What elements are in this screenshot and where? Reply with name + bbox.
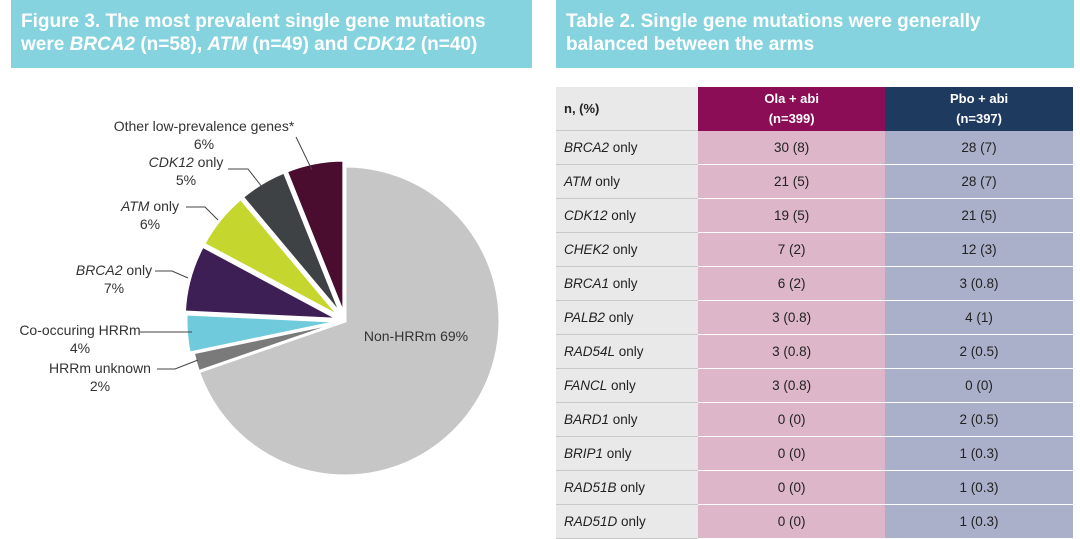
leader-line (186, 206, 219, 221)
ola-abi-cell: 0 (0) (698, 470, 886, 505)
pbo-abi-cell: 0 (0) (885, 368, 1073, 403)
gene-cell: BARD1 only (556, 402, 699, 437)
table-row: BRCA2 only 30 (8) 28 (7) (556, 130, 1073, 165)
header-n-percent: n, (%) (556, 87, 699, 131)
table-row: CDK12 only 19 (5) 21 (5) (556, 198, 1073, 233)
leader-line (295, 136, 313, 171)
pie-chart: Non-HRRm 69% HRRm unknown 2% Co-occuring HR… (19, 118, 502, 478)
gene-cell: RAD51D only (556, 504, 699, 539)
ola-abi-cell: 0 (0) (698, 402, 886, 437)
slice-label-atm: ATM only (120, 198, 179, 214)
table-title-line2: balanced between the arms (566, 34, 815, 55)
pbo-abi-cell: 12 (3) (885, 232, 1073, 267)
figure-title-line1: Figure 3. The most prevalent single gene… (21, 11, 486, 32)
leader-line (228, 168, 263, 188)
table-row: BRIP1 only 0 (0) 1 (0.3) (556, 436, 1073, 471)
pie-slice (196, 164, 502, 478)
table-title-line1: Table 2. Single gene mutations were gene… (566, 11, 981, 32)
slice-label-hrrm-unknown: HRRm unknown (49, 360, 151, 376)
slice-label-brca2: BRCA2 only (76, 262, 152, 278)
pbo-abi-cell: 4 (1) (885, 300, 1073, 335)
table-title-banner: Table 2. Single gene mutations were gene… (556, 0, 1074, 68)
slice-value-hrrm-unknown: 2% (90, 378, 110, 394)
gene-cell: CHEK2 only (556, 232, 699, 267)
ola-abi-cell: 0 (0) (698, 436, 886, 471)
pbo-abi-cell: 1 (0.3) (885, 436, 1073, 471)
table-row: PALB2 only 3 (0.8) 4 (1) (556, 300, 1073, 335)
gene-cell: RAD54L only (556, 334, 699, 369)
leader-line (157, 359, 199, 370)
slice-label-co-occuring: Co-occuring HRRm (19, 322, 140, 338)
table-row: RAD51D only 0 (0) 1 (0.3) (556, 504, 1073, 539)
slice-label-non-hrrm: Non-HRRm 69% (364, 328, 468, 344)
figure-title-line2: were BRCA2 (n=58), ATM (n=49) and CDK12 … (21, 34, 478, 55)
slice-value-atm: 6% (140, 216, 160, 232)
pbo-abi-cell: 28 (7) (885, 130, 1073, 165)
header-pbo-abi: Pbo + abi (n=397) (885, 87, 1073, 131)
pie-slice (182, 244, 340, 321)
ola-abi-cell: 3 (0.8) (698, 368, 886, 403)
pbo-abi-cell: 21 (5) (885, 198, 1073, 233)
pie-slice (284, 158, 346, 316)
pbo-abi-cell: 1 (0.3) (885, 504, 1073, 539)
table-row: RAD51B only 0 (0) 1 (0.3) (556, 470, 1073, 505)
gene-cell: FANCL only (556, 368, 699, 403)
gene-cell: CDK12 only (556, 198, 699, 233)
gene-cell: ATM only (556, 164, 699, 199)
pbo-abi-cell: 2 (0.5) (885, 402, 1073, 437)
gene-cell: BRCA2 only (556, 130, 699, 165)
header-ola-abi: Ola + abi (n=399) (698, 87, 886, 131)
pie-slice (201, 196, 342, 319)
gene-cell: RAD51B only (556, 470, 699, 505)
table-row: RAD54L only 3 (0.8) 2 (0.5) (556, 334, 1073, 369)
pbo-abi-cell: 3 (0.8) (885, 266, 1073, 301)
pie-slice (240, 170, 344, 317)
slice-value-co-occuring: 4% (70, 340, 90, 356)
leader-line (155, 270, 189, 279)
ola-abi-cell: 7 (2) (698, 232, 886, 267)
ola-abi-cell: 21 (5) (698, 164, 886, 199)
table-row: BRCA1 only 6 (2) 3 (0.8) (556, 266, 1073, 301)
slice-label-other: Other low-prevalence genes* (114, 118, 295, 134)
table-row: FANCL only 3 (0.8) 0 (0) (556, 368, 1073, 403)
ola-abi-cell: 3 (0.8) (698, 300, 886, 335)
table-row: BARD1 only 0 (0) 2 (0.5) (556, 402, 1073, 437)
ola-abi-cell: 6 (2) (698, 266, 886, 301)
table-row: CHEK2 only 7 (2) 12 (3) (556, 232, 1073, 267)
table-header-row: n, (%) Ola + abi (n=399) Pbo + abi (n=397) (556, 87, 1073, 131)
slice-value-brca2: 7% (104, 280, 124, 296)
table-row: ATM only 21 (5) 28 (7) (556, 164, 1073, 199)
slice-value-cdk12: 5% (176, 172, 196, 188)
figure-title-banner: Figure 3. The most prevalent single gene… (11, 0, 532, 68)
pbo-abi-cell: 1 (0.3) (885, 470, 1073, 505)
ola-abi-cell: 3 (0.8) (698, 334, 886, 369)
pie-slice (184, 312, 342, 355)
ola-abi-cell: 0 (0) (698, 504, 886, 539)
slice-label-cdk12: CDK12 only (149, 154, 224, 170)
pbo-abi-cell: 28 (7) (885, 164, 1073, 199)
mutation-table: n, (%) Ola + abi (n=399) Pbo + abi (n=397)… (556, 87, 1073, 539)
slice-value-other: 6% (194, 136, 214, 152)
ola-abi-cell: 30 (8) (698, 130, 886, 165)
gene-cell: PALB2 only (556, 300, 699, 335)
ola-abi-cell: 19 (5) (698, 198, 886, 233)
gene-cell: BRIP1 only (556, 436, 699, 471)
gene-cell: BRCA1 only (556, 266, 699, 301)
pbo-abi-cell: 2 (0.5) (885, 334, 1073, 369)
